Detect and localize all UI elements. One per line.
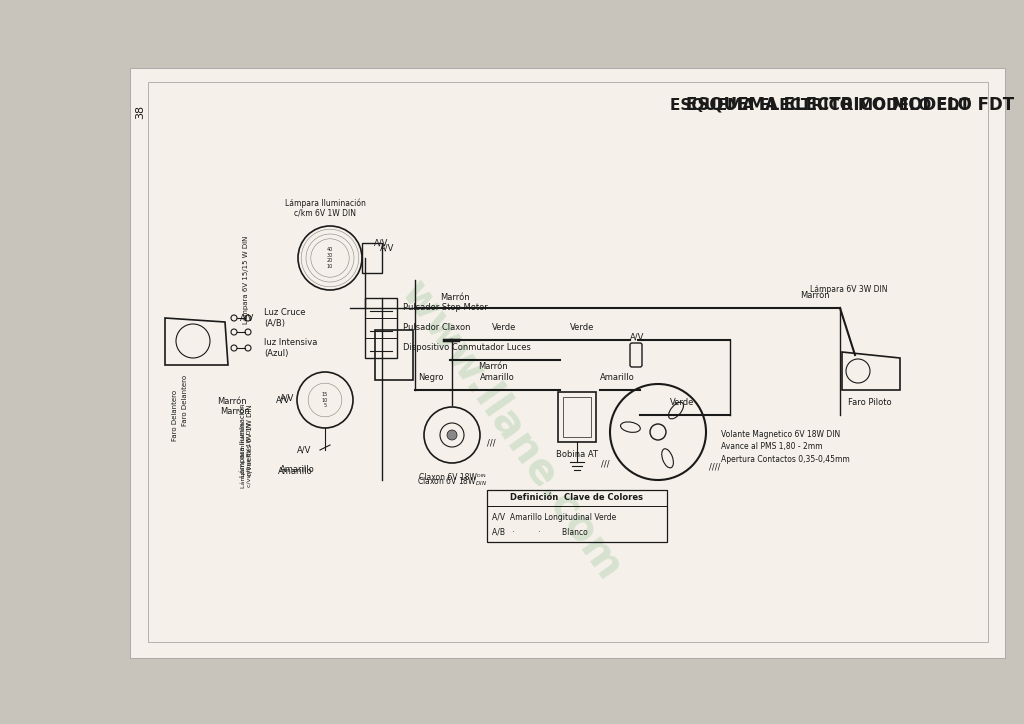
Bar: [148, 82, 988, 642]
Text: Amarillo: Amarillo: [278, 468, 312, 476]
Text: A/V  Amarillo Longitudinal Verde: A/V Amarillo Longitudinal Verde: [492, 513, 616, 523]
Text: Amarillo: Amarillo: [600, 373, 635, 382]
Text: Marrón: Marrón: [220, 408, 250, 416]
Bar: [375, 330, 413, 380]
Text: A/V: A/V: [380, 243, 394, 253]
Text: Definición  Clave de Colores: Definición Clave de Colores: [511, 494, 643, 502]
Text: Lámpara Iluminación
c/vueltas 6V 1W DIN: Lámpara Iluminación c/vueltas 6V 1W DIN: [239, 403, 253, 476]
Text: Verde: Verde: [570, 323, 594, 332]
Text: ///: ///: [487, 439, 496, 447]
Text: Faro Delantero: Faro Delantero: [172, 390, 178, 441]
Text: 40
30
20
10: 40 30 20 10: [327, 247, 333, 269]
Text: Negro: Negro: [418, 373, 443, 382]
Text: A/V: A/V: [275, 395, 290, 405]
Bar: [487, 490, 667, 542]
Text: ESQUEMA ELECTRICO MODELO FDT: ESQUEMA ELECTRICO MODELO FDT: [686, 96, 1014, 114]
Text: Marrón: Marrón: [440, 293, 470, 302]
Text: 15
10
5: 15 10 5: [322, 392, 328, 408]
Text: Dispositivo Conmutador Luces: Dispositivo Conmutador Luces: [403, 343, 530, 353]
Text: luz Intensiva
(Azul): luz Intensiva (Azul): [264, 338, 317, 358]
Text: Lámpara Iluminación
c/vueltas 6V 1W DIN: Lámpara Iluminación c/vueltas 6V 1W DIN: [241, 422, 252, 488]
Bar: [362, 243, 382, 273]
Text: Claxon 6V 18W$_{DIN}$: Claxon 6V 18W$_{DIN}$: [417, 475, 487, 487]
Bar: [563, 397, 591, 437]
Text: Bobina AT: Bobina AT: [556, 450, 598, 459]
Text: ////: ////: [709, 463, 721, 471]
Text: Luz Cruce
(A/B): Luz Cruce (A/B): [264, 308, 305, 328]
Text: A/B   ·          ·         Blanco: A/B · · Blanco: [492, 528, 588, 536]
Bar: [558, 392, 596, 442]
Text: Lámpara 6V 3W DIN: Lámpara 6V 3W DIN: [810, 285, 888, 295]
Text: Amarillo: Amarillo: [480, 373, 515, 382]
Text: Lámpara Iluminación
c/km 6V 1W DIN: Lámpara Iluminación c/km 6V 1W DIN: [285, 198, 366, 218]
Text: ///: ///: [601, 460, 609, 468]
Text: A/V: A/V: [280, 394, 294, 403]
Text: ESQUEMA ELECTRICO MODELO FDT: ESQUEMA ELECTRICO MODELO FDT: [670, 98, 970, 112]
Text: www.llane.com: www.llane.com: [393, 272, 631, 588]
Text: Pulsador Claxon: Pulsador Claxon: [403, 324, 470, 332]
Text: 38: 38: [135, 105, 145, 119]
Text: A/V: A/V: [374, 238, 388, 248]
Text: Verde: Verde: [492, 323, 516, 332]
Bar: [130, 68, 1005, 658]
Text: Marrón: Marrón: [478, 362, 508, 371]
Text: A/V: A/V: [240, 313, 254, 322]
Bar: [487, 490, 667, 506]
Circle shape: [447, 430, 457, 440]
Text: Faro Delantero: Faro Delantero: [182, 374, 188, 426]
Text: A/V: A/V: [630, 332, 644, 341]
Bar: [365, 298, 397, 358]
Text: Faro Piloto: Faro Piloto: [848, 398, 892, 407]
Text: Marrón: Marrón: [217, 397, 247, 406]
Text: Amarillo: Amarillo: [280, 466, 314, 474]
Text: Volante Magnetico 6V 18W DIN
Avance al PMS 1,80 - 2mm
Apertura Contactos 0,35-0,: Volante Magnetico 6V 18W DIN Avance al P…: [721, 430, 850, 464]
Text: Marrón: Marrón: [800, 291, 829, 300]
Text: Verde: Verde: [670, 398, 694, 407]
Text: A/V: A/V: [297, 445, 311, 455]
Text: Pulsador Stop Motor: Pulsador Stop Motor: [403, 303, 487, 313]
Text: Lámpara 6V 15/15 W DIN: Lámpara 6V 15/15 W DIN: [243, 236, 249, 324]
Text: Claxon 6V 18Wᴰᴵᴺ: Claxon 6V 18Wᴰᴵᴺ: [419, 473, 485, 482]
